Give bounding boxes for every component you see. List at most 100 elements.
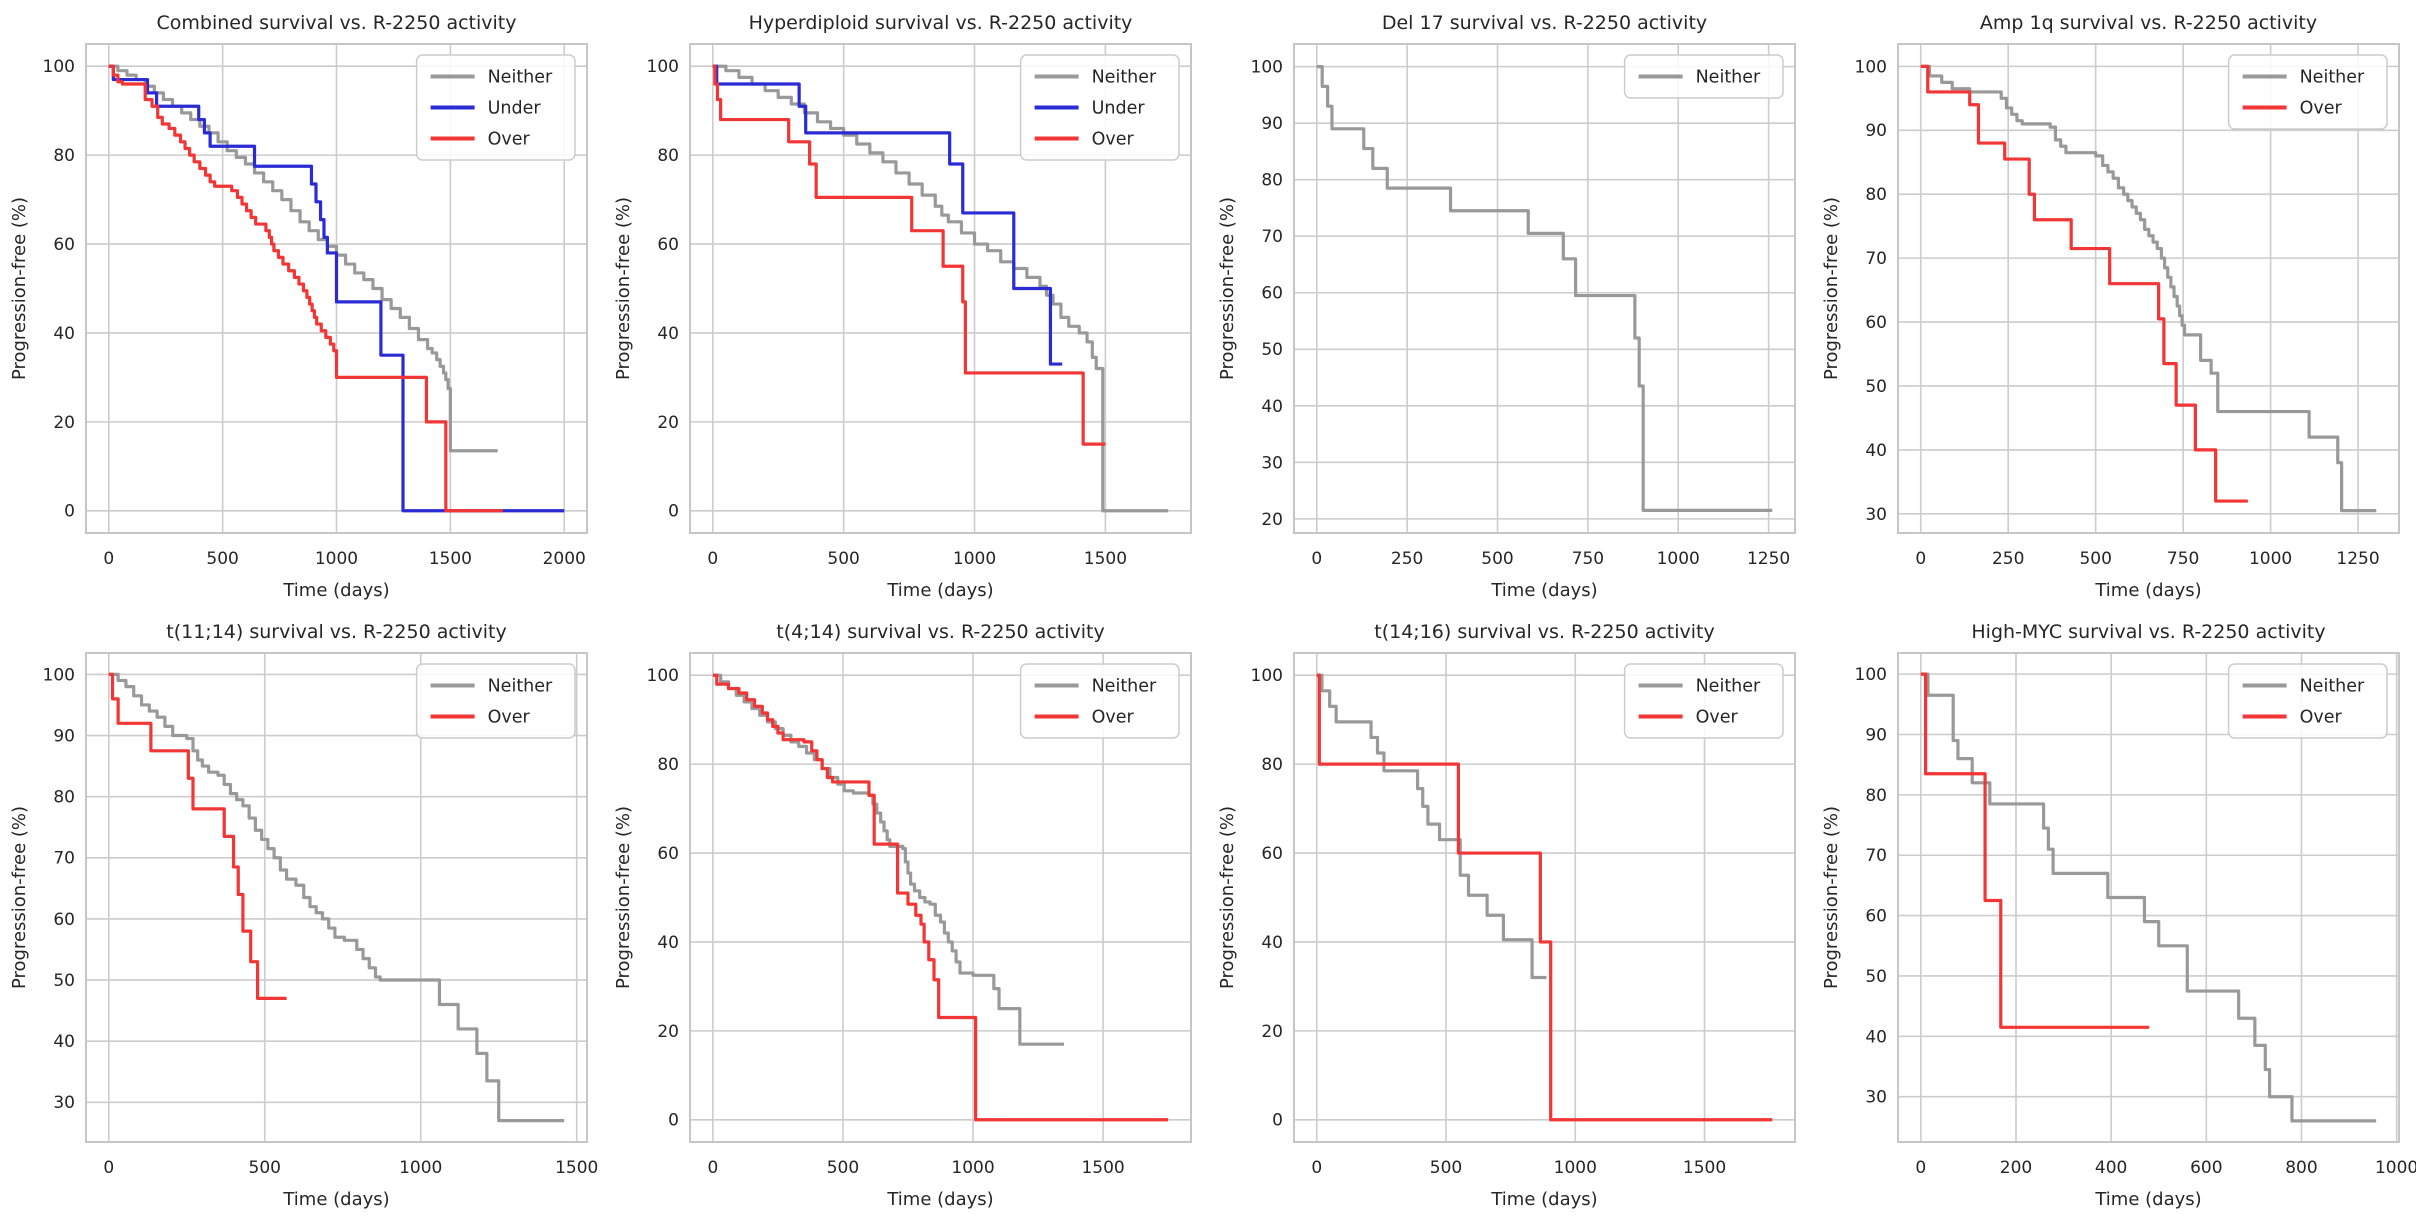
y-tick-label: 20 bbox=[657, 413, 679, 433]
y-tick-label: 20 bbox=[1261, 510, 1283, 530]
legend-label-neither: Neither bbox=[1696, 68, 1761, 88]
y-tick-label: 80 bbox=[1865, 185, 1887, 205]
chart-title: High-MYC survival vs. R-2250 activity bbox=[1971, 621, 2325, 643]
subplot-3: 20 30 40 50 60 70 80 90 100 0 250 500 750 1000 1250 Del… bbox=[1208, 0, 1812, 609]
chart-title: Del 17 survival vs. R-2250 activity bbox=[1382, 12, 1707, 34]
y-axis-label: Progression-free (%) bbox=[1821, 197, 1842, 380]
y-tick-label: 60 bbox=[1261, 844, 1283, 864]
y-tick-label: 80 bbox=[53, 788, 75, 808]
x-tick-label: 1000 bbox=[1657, 549, 1700, 569]
axes-border bbox=[689, 43, 1192, 534]
y-tick-label: 0 bbox=[668, 502, 679, 522]
y-tick-label: 20 bbox=[1261, 1022, 1283, 1042]
x-tick-label: 1500 bbox=[1081, 1158, 1124, 1178]
subplot-7: 0 20 40 60 80 100 0 500 1000 1500 t(14;16) surviva… bbox=[1208, 609, 1812, 1218]
y-tick-label: 70 bbox=[53, 849, 75, 869]
x-axis-label: Time (days) bbox=[1490, 580, 1597, 601]
x-axis-label: Time (days) bbox=[2094, 1189, 2201, 1210]
grid-lines bbox=[1294, 44, 1795, 533]
y-tick-label: 50 bbox=[1865, 967, 1887, 987]
series-line-over bbox=[108, 672, 287, 1000]
y-axis-label: Progression-free (%) bbox=[9, 806, 30, 989]
y-axis-label: Progression-free (%) bbox=[1217, 806, 1238, 989]
x-tick-label: 1000 bbox=[951, 1158, 994, 1178]
x-tick-label: 400 bbox=[2095, 1158, 2127, 1178]
y-tick-label: 60 bbox=[1865, 907, 1887, 927]
subplot-8: 30 40 50 60 70 80 90 100 0 200 400 600 800 1000 High-M… bbox=[1812, 609, 2416, 1218]
legend-label-over: Over bbox=[2300, 99, 2343, 119]
y-tick-label: 100 bbox=[43, 57, 75, 77]
x-tick-label: 0 bbox=[1311, 549, 1322, 569]
x-tick-label: 500 bbox=[249, 1158, 281, 1178]
y-tick-label: 30 bbox=[1865, 1088, 1887, 1108]
x-tick-label: 1000 bbox=[2375, 1158, 2416, 1178]
x-tick-label: 200 bbox=[2000, 1158, 2032, 1178]
y-tick-label: 70 bbox=[1261, 227, 1283, 247]
axes-border bbox=[85, 652, 588, 1143]
series-line-neither bbox=[1920, 64, 2377, 513]
legend-box bbox=[415, 663, 576, 739]
legend-box bbox=[1019, 663, 1180, 739]
x-tick-label: 1000 bbox=[1554, 1158, 1597, 1178]
y-tick-label: 30 bbox=[53, 1093, 75, 1113]
axes-border bbox=[1897, 43, 2400, 534]
y-tick-label: 40 bbox=[657, 933, 679, 953]
legend-label-neither: Neither bbox=[1696, 677, 1761, 697]
y-tick-label: 90 bbox=[1865, 725, 1887, 745]
y-tick-label: 40 bbox=[1261, 933, 1283, 953]
y-tick-label: 40 bbox=[1865, 1027, 1887, 1047]
y-axis-label: Progression-free (%) bbox=[613, 806, 634, 989]
legend-box bbox=[2227, 54, 2388, 130]
chart-title: t(14;16) survival vs. R-2250 activity bbox=[1374, 621, 1715, 643]
y-tick-label: 80 bbox=[53, 146, 75, 166]
series-line-over bbox=[712, 64, 1106, 446]
x-tick-label: 0 bbox=[707, 1158, 718, 1178]
y-tick-label: 70 bbox=[1865, 249, 1887, 269]
series-line-over bbox=[108, 64, 503, 513]
series-line-under bbox=[712, 64, 1063, 366]
y-tick-label: 60 bbox=[53, 910, 75, 930]
series-line-neither bbox=[1316, 673, 1547, 980]
series-line-under bbox=[108, 64, 565, 513]
legend: Neither Under Over bbox=[1019, 54, 1180, 161]
y-tick-label: 50 bbox=[1865, 377, 1887, 397]
series-line-neither bbox=[1316, 65, 1773, 512]
y-tick-label: 30 bbox=[1261, 453, 1283, 473]
legend: Neither Over bbox=[1623, 663, 1784, 739]
x-tick-label: 0 bbox=[103, 549, 114, 569]
axes-border bbox=[1293, 43, 1796, 534]
legend-label-neither: Neither bbox=[1092, 677, 1157, 697]
legend-label-neither: Neither bbox=[488, 677, 553, 697]
x-axis-label: Time (days) bbox=[282, 580, 389, 601]
legend-label-neither: Neither bbox=[2300, 677, 2365, 697]
legend-label-over: Over bbox=[488, 130, 531, 150]
legend: Neither Over bbox=[2227, 663, 2388, 739]
subplot-1: 0 20 40 60 80 100 0 500 1000 1500 2000 Combined sur… bbox=[0, 0, 604, 609]
y-tick-label: 50 bbox=[1261, 340, 1283, 360]
y-axis-label: Progression-free (%) bbox=[9, 197, 30, 380]
axes-border bbox=[1897, 652, 2400, 1143]
y-tick-label: 80 bbox=[657, 755, 679, 775]
y-tick-label: 60 bbox=[657, 844, 679, 864]
series-line-neither bbox=[712, 64, 1169, 513]
x-tick-label: 1000 bbox=[315, 549, 358, 569]
y-tick-label: 0 bbox=[668, 1111, 679, 1131]
x-tick-label: 500 bbox=[1481, 549, 1513, 569]
x-tick-label: 500 bbox=[827, 1158, 859, 1178]
x-axis-label: Time (days) bbox=[1490, 1189, 1597, 1210]
legend: Neither Over bbox=[2227, 54, 2388, 130]
legend: Neither Under Over bbox=[415, 54, 576, 161]
y-axis-label: Progression-free (%) bbox=[613, 197, 634, 380]
y-tick-label: 0 bbox=[1272, 1111, 1283, 1131]
x-tick-label: 1000 bbox=[953, 549, 996, 569]
x-tick-label: 1000 bbox=[2249, 549, 2292, 569]
y-tick-label: 80 bbox=[657, 146, 679, 166]
legend-label-neither: Neither bbox=[2300, 68, 2365, 88]
grid-lines bbox=[86, 653, 587, 1142]
